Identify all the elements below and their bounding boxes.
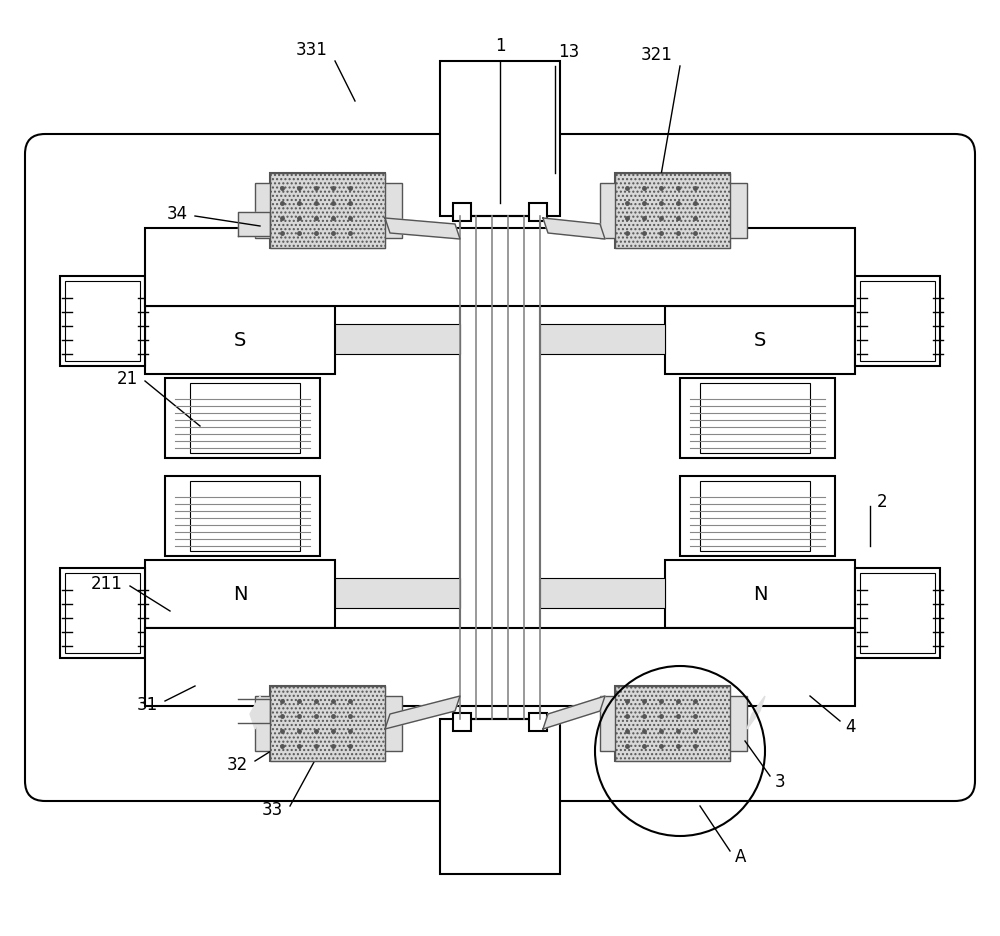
Text: 3: 3 bbox=[775, 772, 786, 790]
Bar bbox=[382, 696, 402, 752]
Bar bbox=[665, 307, 855, 374]
Bar bbox=[440, 62, 560, 217]
Bar bbox=[529, 204, 547, 222]
Bar bbox=[145, 307, 335, 374]
Bar bbox=[453, 713, 471, 731]
Bar bbox=[600, 183, 620, 239]
Text: S: S bbox=[754, 331, 766, 350]
Text: 33: 33 bbox=[262, 800, 283, 818]
FancyBboxPatch shape bbox=[25, 135, 975, 801]
Polygon shape bbox=[747, 696, 765, 729]
Bar bbox=[145, 228, 855, 307]
Bar bbox=[255, 696, 275, 752]
Bar bbox=[270, 686, 385, 761]
Bar bbox=[145, 561, 335, 628]
Bar bbox=[615, 174, 730, 249]
Bar bbox=[255, 183, 275, 239]
Text: 32: 32 bbox=[227, 755, 248, 773]
Bar bbox=[460, 217, 540, 719]
Text: 34: 34 bbox=[167, 205, 188, 223]
Bar bbox=[615, 686, 730, 761]
Text: N: N bbox=[753, 585, 767, 604]
Bar bbox=[615, 174, 730, 249]
Bar bbox=[727, 696, 747, 752]
Bar bbox=[665, 561, 855, 628]
Polygon shape bbox=[385, 219, 460, 240]
Text: 13: 13 bbox=[558, 43, 579, 61]
Polygon shape bbox=[543, 219, 605, 240]
Text: 321: 321 bbox=[641, 46, 673, 64]
Text: 211: 211 bbox=[91, 575, 123, 592]
Text: 4: 4 bbox=[845, 717, 855, 735]
Polygon shape bbox=[385, 696, 460, 729]
Bar bbox=[190, 384, 300, 454]
Bar bbox=[145, 628, 855, 707]
Bar bbox=[270, 174, 385, 249]
Bar bbox=[60, 568, 145, 658]
Bar bbox=[615, 686, 730, 761]
Bar bbox=[700, 384, 810, 454]
Bar bbox=[727, 183, 747, 239]
Text: 331: 331 bbox=[296, 41, 328, 59]
Text: N: N bbox=[233, 585, 247, 604]
Text: 1: 1 bbox=[495, 37, 505, 55]
Bar bbox=[335, 325, 460, 355]
Bar bbox=[65, 282, 140, 361]
Bar bbox=[335, 578, 460, 608]
Polygon shape bbox=[250, 696, 265, 729]
Bar bbox=[680, 476, 835, 556]
Text: 2: 2 bbox=[877, 492, 888, 510]
Text: 21: 21 bbox=[117, 370, 138, 388]
Bar bbox=[270, 174, 385, 249]
Bar bbox=[860, 574, 935, 653]
Bar bbox=[855, 277, 940, 367]
Bar bbox=[270, 686, 385, 761]
Bar bbox=[600, 696, 620, 752]
Polygon shape bbox=[238, 212, 270, 237]
Bar bbox=[382, 183, 402, 239]
Bar bbox=[165, 476, 320, 556]
Bar bbox=[60, 277, 145, 367]
Bar bbox=[540, 578, 665, 608]
Bar bbox=[190, 481, 300, 551]
Bar bbox=[165, 378, 320, 459]
Bar bbox=[65, 574, 140, 653]
Text: 31: 31 bbox=[137, 695, 158, 713]
Text: S: S bbox=[234, 331, 246, 350]
Bar bbox=[540, 325, 665, 355]
Bar bbox=[855, 568, 940, 658]
Bar bbox=[700, 481, 810, 551]
Bar bbox=[453, 204, 471, 222]
Bar bbox=[529, 713, 547, 731]
Bar bbox=[440, 719, 560, 874]
Polygon shape bbox=[543, 696, 605, 729]
Text: A: A bbox=[735, 847, 746, 865]
Bar bbox=[680, 378, 835, 459]
Bar bbox=[860, 282, 935, 361]
